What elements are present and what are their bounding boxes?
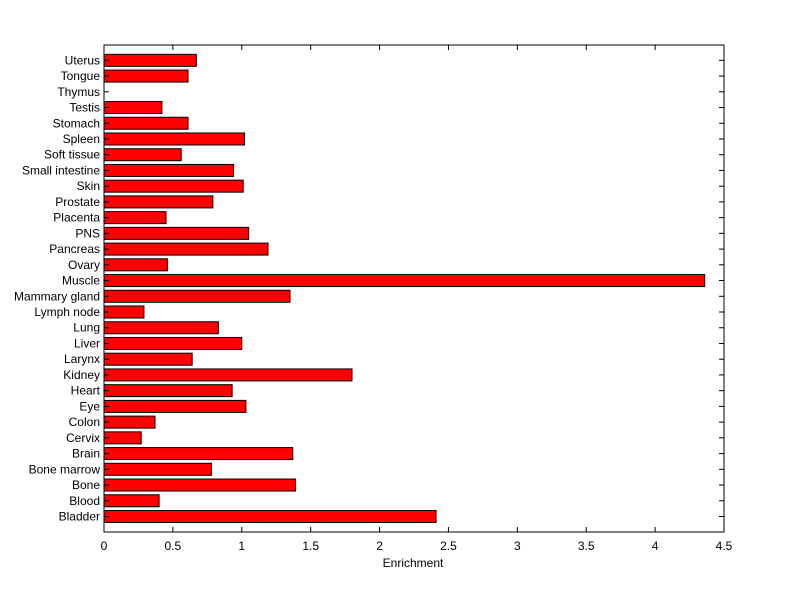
y-tick-label-skin: Skin <box>77 179 100 193</box>
y-tick-label-bone-marrow: Bone marrow <box>29 462 101 476</box>
bar-soft-tissue <box>103 148 182 162</box>
x-tick-label: 2 <box>376 539 383 553</box>
bar-small-intestine <box>103 163 235 177</box>
bar-kidney <box>103 368 353 382</box>
x-axis-label: Enrichment <box>383 556 444 570</box>
bar-heart <box>103 384 233 398</box>
y-tick-label-mammary-gland: Mammary gland <box>14 289 100 303</box>
x-tick-label: 1 <box>238 539 245 553</box>
y-tick-label-stomach: Stomach <box>53 116 100 130</box>
y-tick-label-pancreas: Pancreas <box>49 242 100 256</box>
plot-frame <box>103 44 725 533</box>
bar-bone <box>103 478 297 492</box>
y-tick-label-larynx: Larynx <box>64 352 100 366</box>
x-tick-label: 4 <box>652 539 659 553</box>
y-tick-label-kidney: Kidney <box>63 368 100 382</box>
y-tick-label-uterus: Uterus <box>65 53 100 67</box>
bar-prostate <box>103 195 214 209</box>
bar-placenta <box>103 211 167 225</box>
x-tick-label: 0 <box>101 539 108 553</box>
x-tick-label: 1.5 <box>302 539 319 553</box>
bar-uterus <box>103 53 197 67</box>
y-tick-label-heart: Heart <box>71 384 101 398</box>
y-tick-label-liver: Liver <box>74 336 100 350</box>
bar-eye <box>103 399 247 413</box>
y-tick-label-lung: Lung <box>73 321 100 335</box>
bar-lymph-node <box>103 305 145 319</box>
bar-stomach <box>103 116 189 130</box>
y-tick-label-pns: PNS <box>75 226 100 240</box>
y-tick-label-cervix: Cervix <box>66 431 100 445</box>
bar-brain <box>103 447 294 461</box>
bar-tongue <box>103 69 189 83</box>
y-tick-label-bone: Bone <box>72 478 100 492</box>
bar-larynx <box>103 352 193 366</box>
y-tick-label-blood: Blood <box>69 494 100 508</box>
y-tick-label-eye: Eye <box>79 399 100 413</box>
bar-bladder <box>103 510 437 523</box>
bar-muscle <box>103 274 706 288</box>
bar-bone-marrow <box>103 462 212 476</box>
bar-testis <box>103 101 163 115</box>
bars-layer <box>103 53 706 523</box>
y-tick-label-muscle: Muscle <box>62 274 100 288</box>
bar-skin <box>103 179 244 193</box>
bar-ovary <box>103 258 168 272</box>
bar-spleen <box>103 132 246 146</box>
bar-colon <box>103 415 156 429</box>
y-tick-label-spleen: Spleen <box>63 132 100 146</box>
bar-mammary-gland <box>103 289 291 303</box>
y-tick-label-prostate: Prostate <box>55 195 100 209</box>
bar-liver <box>103 336 243 350</box>
y-tick-label-soft-tissue: Soft tissue <box>44 148 100 162</box>
y-tick-label-testis: Testis <box>69 101 100 115</box>
bar-lung <box>103 321 219 335</box>
y-tick-label-thymus: Thymus <box>57 85 100 99</box>
x-tick-label: 3.5 <box>578 539 595 553</box>
y-tick-label-small-intestine: Small intestine <box>22 163 100 177</box>
bar-blood <box>103 494 160 508</box>
y-tick-label-colon: Colon <box>69 415 100 429</box>
y-tick-label-ovary: Ovary <box>68 258 100 272</box>
y-tick-label-lymph-node: Lymph node <box>34 305 100 319</box>
y-tick-label-tongue: Tongue <box>61 69 101 83</box>
x-tick-label: 4.5 <box>716 539 733 553</box>
x-tick-label: 3 <box>514 539 521 553</box>
x-tick-label: 2.5 <box>440 539 457 553</box>
y-tick-label-brain: Brain <box>72 447 100 461</box>
x-tick-label: 0.5 <box>165 539 182 553</box>
y-tick-label-bladder: Bladder <box>59 510 100 524</box>
bar-cervix <box>103 431 142 445</box>
bar-pns <box>103 226 250 240</box>
bar-pancreas <box>103 242 269 256</box>
y-tick-label-placenta: Placenta <box>53 211 100 225</box>
